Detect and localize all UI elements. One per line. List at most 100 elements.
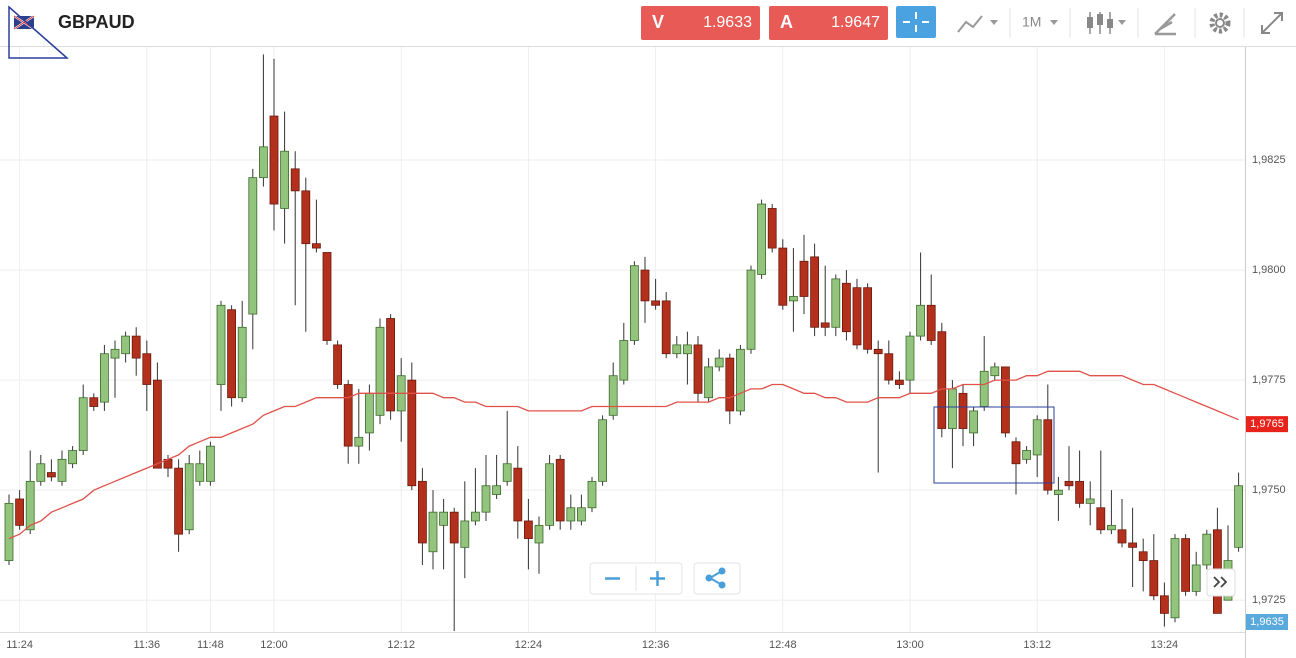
candle-body [704,366,713,399]
candle-icon-body [1107,19,1113,28]
candle-body [216,304,226,385]
sell-button[interactable] [641,6,760,40]
candle-body [1075,480,1084,504]
candle-body [863,287,872,350]
candle-body [799,260,809,297]
candle-body [789,296,798,302]
caret [1050,20,1058,25]
candle-body [714,357,724,368]
price-marker [1246,614,1288,630]
candle-body [990,366,1000,377]
share-dot [718,581,726,589]
candle-body [852,287,862,346]
candle-body [492,485,502,495]
price-marker [1246,416,1288,433]
crosshair-button[interactable] [896,6,936,38]
x-tick-label: 12:12 [387,639,415,651]
period[interactable]: 1M [1022,14,1041,30]
candle-body [1001,366,1010,434]
candle-body [439,511,449,526]
candle-body [258,146,268,179]
x-tick-label: 13:24 [1151,639,1179,651]
candle-body [757,203,766,275]
candle-body [269,115,279,205]
fullscreen-icon[interactable] [1261,12,1283,34]
candle-body [672,344,682,355]
candle-body [89,397,99,407]
candle-body [280,150,290,209]
scroll-right[interactable] [1206,568,1236,597]
candle-body [333,344,343,385]
x-tick-label: 11:48 [197,639,224,651]
candle-body [343,384,353,447]
share-button[interactable] [693,562,741,595]
candle-body [577,507,586,522]
x-tick-label: 12:48 [769,639,797,651]
candle-body [195,463,205,482]
candle-body [1096,507,1106,531]
candle-body [1107,524,1116,531]
candle-body [916,304,925,337]
candle-body [386,318,396,412]
candle-body [778,247,788,306]
candle-body [36,463,46,482]
candle-body [895,379,904,385]
candle-body [290,168,300,192]
candle-body [767,208,777,249]
candle-icon-body [1087,17,1093,28]
scroll-icon [1213,576,1228,588]
zoom-controls [589,562,1236,597]
sell-price: 1.9633 [703,14,752,31]
candle-body [205,445,215,482]
candle-body [68,450,77,465]
candle-body [884,353,894,381]
y-tick-label: 1,9775 [1252,374,1286,386]
candle-body [1191,564,1201,592]
candle-body [142,353,152,385]
candle-body [534,524,544,544]
candle-body [661,300,671,355]
candle-body [1032,419,1042,456]
candle-body [619,340,629,381]
symbol: GBPAUD [58,12,135,32]
candle-body [174,467,184,535]
buy-button[interactable] [769,6,888,40]
candle-body [820,322,830,328]
chart-type-icon[interactable] [957,15,983,33]
candle-body [78,397,88,451]
x-tick-label: 11:24 [6,639,33,651]
candle-body [15,498,25,526]
price-marker-label: 1,9765 [1250,418,1284,430]
draw-icon[interactable] [1154,13,1176,36]
candle-body [1011,441,1021,465]
triangle-drawing[interactable] [8,5,69,59]
candle-body [322,252,332,341]
rectangle-drawing[interactable] [933,406,1055,484]
candle-body [375,326,385,416]
candle-body [524,520,533,539]
candle-body [842,282,851,333]
candle-body [958,392,968,429]
x-tick-label: 12:24 [515,639,543,651]
candle-body [513,467,523,522]
share-dot [705,574,713,582]
candle-body [1085,498,1095,504]
candle-body [25,480,35,531]
y-tick-label: 1,9725 [1252,594,1286,606]
zoom-in[interactable] [650,571,665,586]
candle-body [417,480,427,544]
candle-body [248,177,258,315]
moving-average [8,370,1239,540]
candle-body [449,511,459,544]
candle-body [227,309,237,399]
candle-body [1043,419,1053,491]
candle-body [1149,560,1159,597]
candle-body [630,265,639,341]
candle-icon-body [1097,14,1103,25]
candle-body [354,436,364,447]
candle-body [57,458,67,482]
candle-body [502,463,512,482]
settings-icon[interactable] [1209,12,1231,34]
